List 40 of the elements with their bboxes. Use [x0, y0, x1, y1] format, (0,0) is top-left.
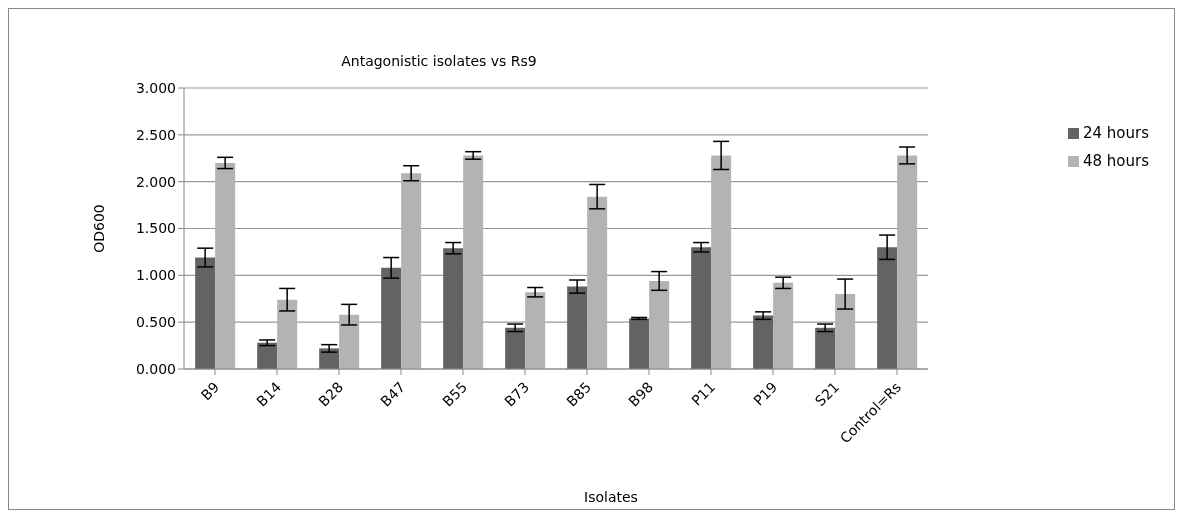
bar	[629, 318, 650, 369]
bar	[401, 173, 422, 369]
x-tick-label: B9	[197, 378, 223, 404]
bar	[319, 348, 340, 369]
y-tick-label: 3.000	[135, 79, 176, 96]
y-tick-label: 1.500	[135, 220, 176, 237]
bar	[567, 286, 588, 369]
chart-title: Antagonistic isolates vs Rs9	[340, 53, 538, 69]
bar	[463, 155, 484, 369]
legend-label: 48 hours	[1082, 152, 1149, 170]
bar	[691, 247, 712, 369]
bar	[215, 162, 236, 369]
y-tick-label: 0.000	[135, 360, 176, 377]
x-tick-label: P11	[688, 378, 719, 409]
x-tick-label: S21	[811, 378, 843, 410]
bar	[381, 267, 402, 369]
bar	[835, 294, 856, 369]
bar	[195, 257, 216, 369]
bar	[649, 280, 670, 369]
bar	[257, 342, 278, 369]
bar	[877, 247, 898, 369]
y-tick-label: 1.000	[135, 267, 176, 284]
bar	[753, 315, 774, 369]
y-tick-label: 2.500	[135, 126, 176, 143]
bar	[711, 155, 732, 369]
y-tick-label: 2.000	[135, 173, 176, 190]
bar	[815, 327, 836, 369]
bar	[443, 248, 464, 369]
bar	[587, 196, 608, 369]
y-tick-label: 0.500	[135, 314, 176, 331]
x-tick-label: P19	[750, 378, 781, 409]
bar	[505, 327, 526, 369]
bar	[773, 282, 794, 369]
bar	[525, 292, 546, 369]
bar	[339, 314, 360, 369]
legend-label: 24 hours	[1082, 124, 1149, 142]
bar	[897, 155, 918, 369]
x-axis-title: Isolates	[583, 489, 639, 505]
bar	[277, 299, 298, 369]
y-axis-title: OD600	[90, 204, 107, 253]
